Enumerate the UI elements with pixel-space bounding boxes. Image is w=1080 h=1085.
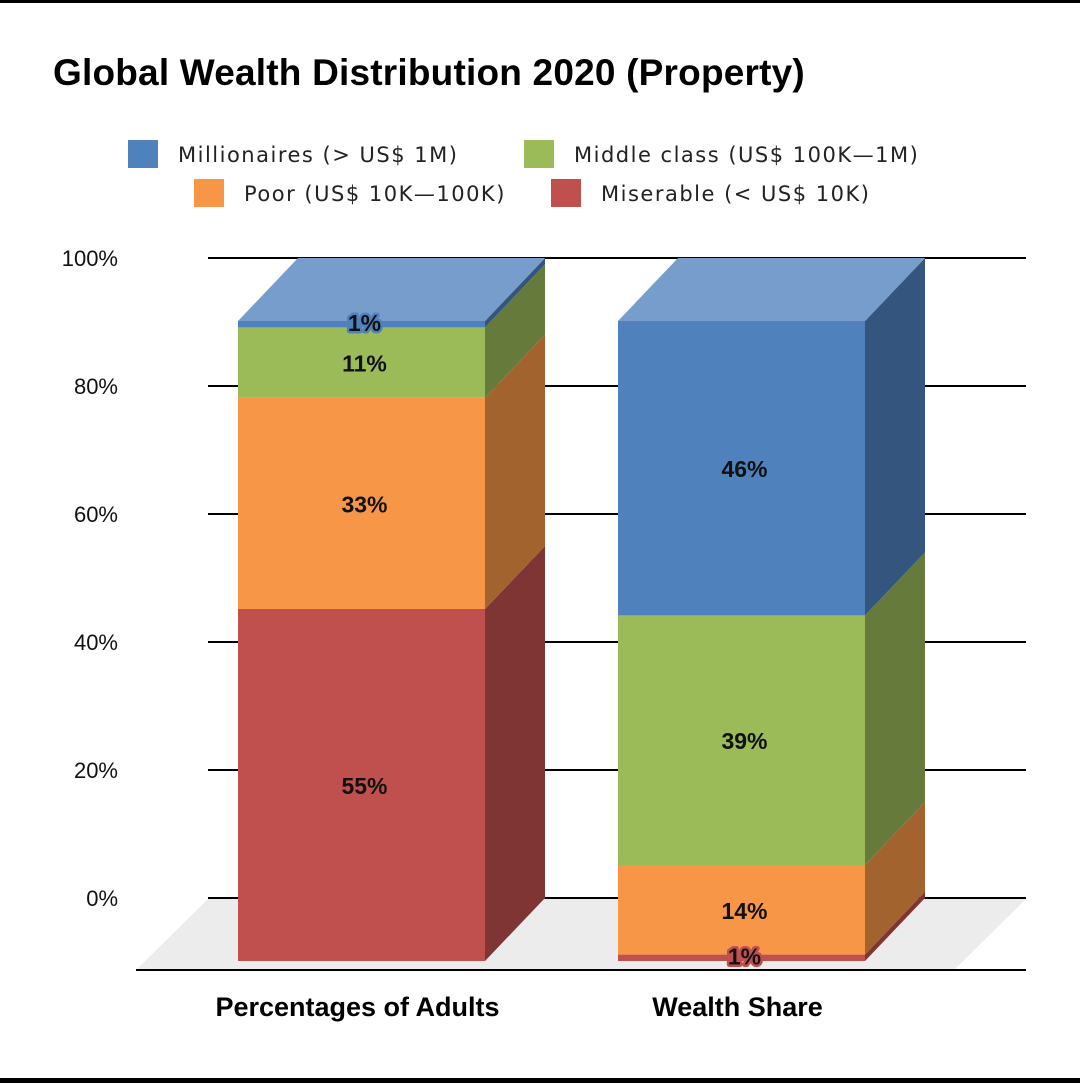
bar-wealth-share-millionaires — [618, 321, 865, 616]
legend-label-millionaires: Millionaires (> US$ 1M) — [178, 143, 458, 167]
bar-wealth-share-middle-class — [618, 615, 865, 865]
y-tick-label: 20% — [74, 758, 118, 783]
bar-percentages-of-adults-miserable — [238, 609, 485, 961]
bar-wealth-share-miserable — [618, 954, 865, 961]
legend-swatch-middle-class — [524, 140, 554, 168]
chart-title: Global Wealth Distribution 2020 (Propert… — [53, 52, 805, 93]
data-label: 14% — [721, 898, 767, 924]
y-tick-label: 40% — [74, 630, 118, 655]
bar-percentages-of-adults-middle-class-side — [485, 264, 545, 398]
bar-wealth-share-middle-class-side — [865, 552, 925, 865]
y-tick-label: 60% — [74, 502, 118, 527]
legend-label-middle-class: Middle class (US$ 100K—1M) — [574, 143, 919, 167]
bottom-border — [0, 1078, 1080, 1083]
bar-wealth-share-millionaires-side — [865, 258, 925, 616]
data-label: 33% — [341, 491, 387, 517]
bar-wealth-share-poor — [618, 865, 865, 955]
bar-wealth-share-poor-side — [865, 802, 925, 955]
bar-wealth-share-miserable-side — [865, 891, 925, 961]
data-label: 55% — [341, 773, 387, 799]
x-category-label: Percentages of Adults — [215, 992, 499, 1022]
data-label: 1% — [348, 310, 381, 336]
x-category-label: Wealth Share — [652, 992, 823, 1022]
y-tick-label: 0% — [86, 886, 118, 911]
data-label: 39% — [721, 728, 767, 754]
y-tick-label: 80% — [74, 374, 118, 399]
legend-label-miserable: Miserable (< US$ 10K) — [601, 182, 870, 206]
bar-percentages-of-adults-poor — [238, 397, 485, 609]
bar-percentages-of-adults-poor-side — [485, 334, 545, 609]
bar-percentages-of-adults-miserable-side — [485, 546, 545, 961]
legend-swatch-miserable — [551, 179, 581, 207]
bar-wealth-share-top — [618, 258, 925, 321]
bar-percentages-of-adults-middle-class — [238, 327, 485, 398]
y-tick-label: 100% — [62, 246, 118, 271]
legend-label-poor: Poor (US$ 10K—100K) — [244, 182, 506, 206]
legend-swatch-millionaires — [128, 140, 158, 168]
data-label: 11% — [342, 351, 387, 377]
bar-percentages-of-adults-millionaires — [238, 321, 485, 328]
bar-percentages-of-adults-millionaires-side — [485, 258, 545, 328]
data-label: 1% — [728, 944, 761, 970]
data-label: 46% — [721, 456, 767, 482]
top-border — [0, 0, 1080, 3]
legend-swatch-poor — [194, 179, 224, 207]
bar-percentages-of-adults-top — [238, 258, 545, 321]
